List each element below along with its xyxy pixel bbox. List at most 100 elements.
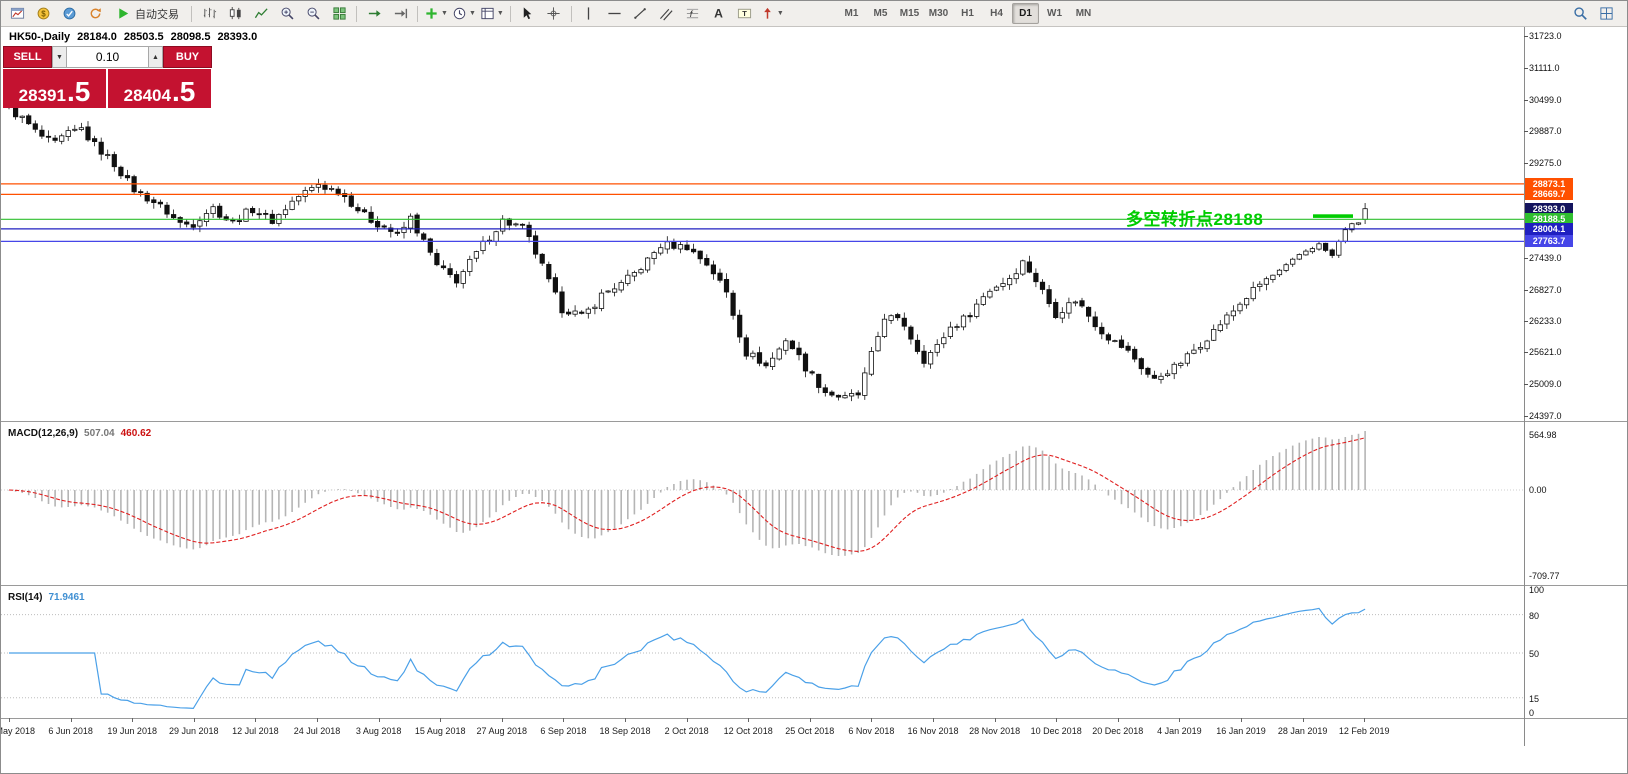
- rsi-chart[interactable]: [1, 589, 1524, 717]
- buy-button[interactable]: BUY: [163, 46, 212, 68]
- price-axis-border: [1524, 26, 1525, 746]
- horizontal-line-button[interactable]: [603, 2, 627, 25]
- price-axis-label: 31111.0: [1529, 62, 1560, 73]
- rsi-splitter[interactable]: [1, 585, 1627, 586]
- tile-windows-button[interactable]: [327, 2, 351, 25]
- date-label: 25 Oct 2018: [785, 726, 835, 736]
- svg-text:$: $: [41, 10, 46, 19]
- date-tick: [255, 718, 257, 722]
- line-chart-button[interactable]: [249, 2, 273, 25]
- templates-button[interactable]: ▼: [479, 2, 505, 25]
- autotrading-button[interactable]: 自动交易: [109, 2, 186, 25]
- date-label: 20 Dec 2018: [1092, 726, 1144, 736]
- play-icon: [116, 6, 131, 21]
- cursor-button[interactable]: [516, 2, 540, 25]
- date-tick: [317, 718, 318, 722]
- price-axis-label: 25621.0: [1529, 347, 1562, 358]
- timeframe-button-M30[interactable]: M30: [928, 8, 949, 19]
- candlestick-icon: [228, 6, 243, 21]
- quantity-decrease-button[interactable]: ▼: [52, 46, 67, 68]
- text-label-button[interactable]: T: [733, 2, 757, 25]
- timeframe-button-H4[interactable]: H4: [990, 8, 1003, 19]
- vertical-line-icon: [581, 6, 596, 21]
- crosshair-button[interactable]: [542, 2, 566, 25]
- date-tick: [1302, 718, 1304, 722]
- timeframe-button-M1[interactable]: M1: [844, 8, 859, 19]
- timeframe-button-M5[interactable]: M5: [873, 8, 888, 19]
- buy-price[interactable]: 28404.5: [108, 69, 211, 108]
- bar-chart-button[interactable]: [197, 2, 221, 25]
- date-label: 2 Oct 2018: [664, 726, 709, 736]
- price-axis-label: 27439.0: [1529, 253, 1562, 264]
- channel-button[interactable]: [655, 2, 679, 25]
- new-order-icon: $: [36, 6, 51, 21]
- date-label: 16 Jan 2019: [1216, 726, 1266, 736]
- price-axis-label: 29275.0: [1529, 158, 1562, 169]
- macd-chart[interactable]: [1, 425, 1524, 584]
- vertical-line-button[interactable]: [577, 2, 601, 25]
- date-label: 3 Aug 2018: [355, 726, 402, 736]
- tile-icon: [332, 6, 347, 21]
- zoom-out-icon: [306, 6, 321, 21]
- date-label: 28 Jan 2019: [1277, 726, 1328, 736]
- date-label: 16 Nov 2018: [907, 726, 959, 736]
- price-axis-label: 26233.0: [1529, 315, 1562, 326]
- price-tag: 28004.1: [1525, 222, 1573, 235]
- date-label: 6 Nov 2018: [848, 726, 895, 736]
- indicators-button[interactable]: ▼: [423, 2, 449, 25]
- zoom-in-button[interactable]: [275, 2, 299, 25]
- candlestick-chart[interactable]: [1, 26, 1524, 421]
- arrows-icon: [760, 6, 775, 21]
- macd-splitter[interactable]: [1, 421, 1627, 422]
- refresh-button[interactable]: [83, 2, 107, 25]
- ohlc-high: 28503.5: [123, 31, 164, 43]
- search-button[interactable]: [1568, 2, 1592, 25]
- timeframe-button-M15[interactable]: M15: [899, 8, 920, 19]
- price-axis-label: 26827.0: [1529, 284, 1562, 295]
- rsi-axis-label: 15: [1529, 693, 1540, 704]
- new-order-button[interactable]: $: [31, 2, 55, 25]
- search-icon: [1573, 6, 1588, 21]
- quantity-increase-button[interactable]: ▲: [148, 46, 163, 68]
- timeframe-button-MN[interactable]: MN: [1075, 8, 1092, 19]
- timeframe-button-D1[interactable]: D1: [1012, 3, 1039, 24]
- date-label: 12 Jul 2018: [232, 726, 279, 736]
- data-window-button[interactable]: [1594, 2, 1618, 25]
- auto-scroll-icon: [367, 6, 382, 21]
- auto-scroll-button[interactable]: [362, 2, 386, 25]
- timeframe-button-H1[interactable]: H1: [961, 8, 974, 19]
- text-button[interactable]: A: [707, 2, 731, 25]
- macd-label: MACD(12,26,9) 507.04 460.62: [8, 428, 152, 439]
- toolbar-separator: [417, 5, 418, 22]
- sell-button[interactable]: SELL: [3, 46, 52, 68]
- quantity-input[interactable]: [67, 46, 148, 68]
- chart-shift-icon: [393, 6, 408, 21]
- ohlc-readout: HK50-,Daily 28184.0 28503.5 28098.5 28393.0: [9, 31, 264, 43]
- timeframe-button-W1[interactable]: W1: [1047, 8, 1062, 19]
- arrows-button[interactable]: ▼: [759, 2, 785, 25]
- new-chart-button[interactable]: [5, 2, 29, 25]
- grid-icon: [1599, 6, 1614, 21]
- sell-price[interactable]: 28391.5: [3, 69, 106, 108]
- zoom-out-button[interactable]: [301, 2, 325, 25]
- market-watch-button[interactable]: [57, 2, 81, 25]
- trendline-button[interactable]: [629, 2, 653, 25]
- date-label: 28 Nov 2018: [969, 726, 1021, 736]
- chart-shift-button[interactable]: [388, 2, 412, 25]
- date-label: 12 Feb 2019: [1338, 726, 1390, 736]
- date-tick: [193, 718, 195, 722]
- price-axis-label: 29887.0: [1529, 126, 1562, 137]
- date-tick: [994, 718, 996, 722]
- macd-axis-label: -709.77: [1529, 571, 1560, 581]
- price-axis-tick: [1524, 415, 1528, 417]
- toolbar-separator: [356, 5, 357, 22]
- periods-button[interactable]: ▼: [451, 2, 477, 25]
- rsi-label: RSI(14) 71.9461: [8, 592, 85, 603]
- chart-annotation[interactable]: 多空转折点28188: [1126, 210, 1264, 229]
- date-label: 18 Sep 2018: [599, 726, 651, 736]
- price-axis-label: 31723.0: [1529, 31, 1562, 42]
- candlestick-button[interactable]: [223, 2, 247, 25]
- fibonacci-button[interactable]: f: [681, 2, 705, 25]
- chevron-down-icon: ▼: [776, 10, 784, 17]
- date-tick: [501, 718, 503, 722]
